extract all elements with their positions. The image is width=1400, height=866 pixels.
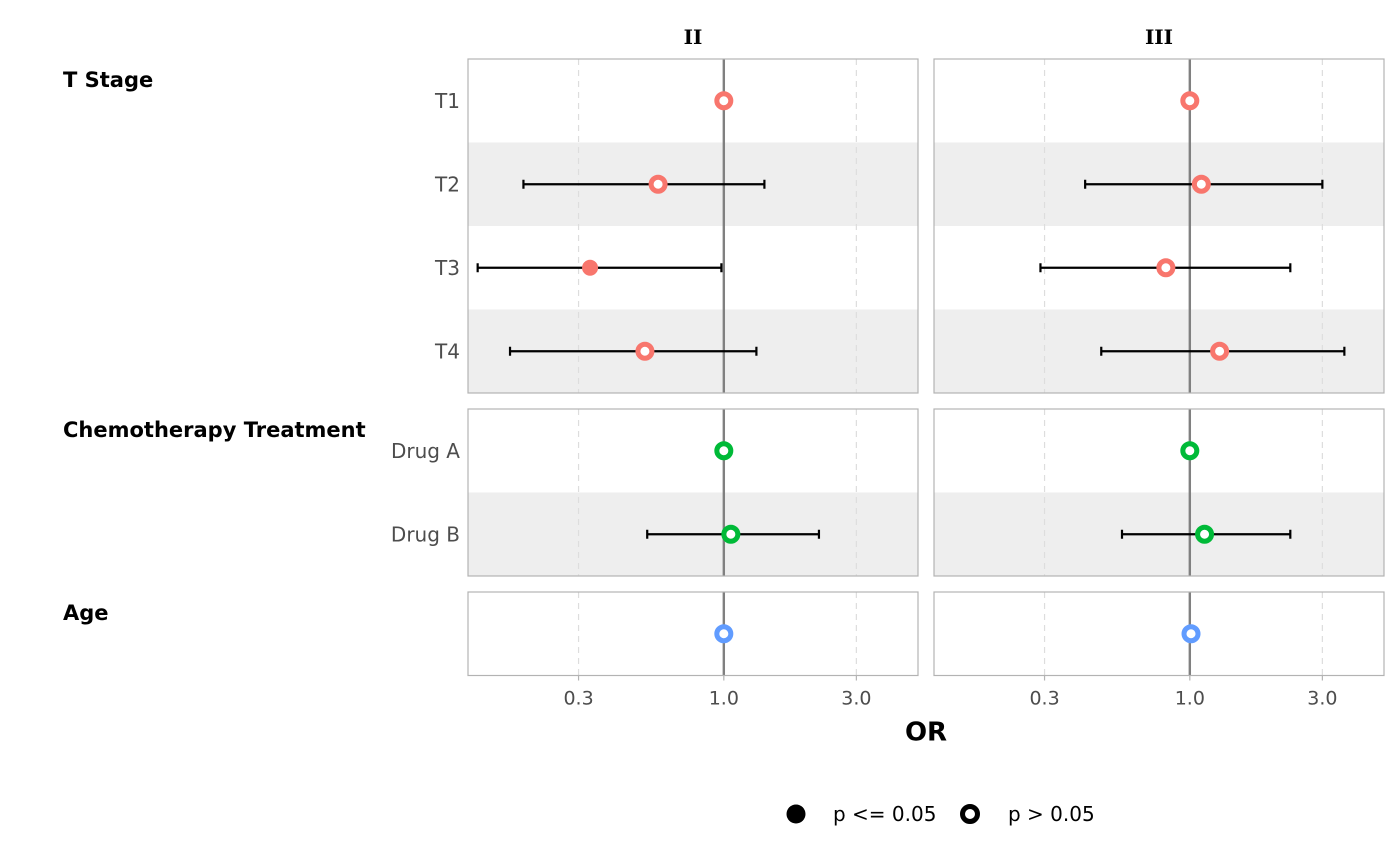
group-label-age: Age	[63, 601, 109, 625]
point-nonsignificant	[1156, 258, 1176, 278]
row-label-t4: T4	[434, 339, 460, 363]
group-label-chemotherapy-treatment: Chemotherapy Treatment	[63, 418, 366, 442]
point-nonsignificant	[714, 624, 734, 644]
panel-border	[933, 58, 1385, 394]
point-nonsignificant	[1180, 441, 1200, 461]
panel-border	[933, 408, 1385, 577]
facet-label-III: III	[1145, 25, 1173, 49]
legend-label-significant: p <= 0.05	[833, 802, 936, 826]
panel-border	[933, 591, 1385, 677]
x-axis-title: OR	[905, 718, 947, 748]
x-tick-label: 0.3	[1029, 688, 1059, 710]
point-nonsignificant	[1191, 174, 1211, 194]
x-tick-label: 3.0	[1307, 688, 1337, 710]
row-label-t2: T2	[434, 172, 460, 196]
point-nonsignificant	[714, 441, 734, 461]
facet-label-II: II	[684, 25, 703, 49]
group-label-t-stage: T Stage	[63, 68, 153, 92]
row-label-drug-a: Drug A	[391, 439, 460, 463]
point-nonsignificant	[635, 341, 655, 361]
panel-border	[467, 58, 919, 394]
legend-key-nonsignificant	[960, 804, 980, 824]
x-tick-label: 1.0	[709, 688, 739, 710]
legend-key-significant	[786, 804, 806, 824]
point-nonsignificant	[721, 524, 741, 544]
point-nonsignificant	[1181, 624, 1201, 644]
x-tick-label: 3.0	[841, 688, 871, 710]
point-nonsignificant	[1210, 341, 1230, 361]
panel-border	[467, 408, 919, 577]
row-label-drug-b: Drug B	[391, 522, 460, 546]
legend-label-nonsignificant: p > 0.05	[1008, 802, 1095, 826]
row-label-t3: T3	[434, 256, 460, 280]
point-nonsignificant	[1195, 524, 1215, 544]
x-tick-label: 0.3	[563, 688, 593, 710]
row-label-t1: T1	[434, 89, 460, 113]
point-nonsignificant	[1180, 91, 1200, 111]
panel-border	[467, 591, 919, 677]
x-tick-label: 1.0	[1175, 688, 1205, 710]
point-nonsignificant	[648, 174, 668, 194]
point-significant	[582, 259, 599, 276]
point-nonsignificant	[714, 91, 734, 111]
